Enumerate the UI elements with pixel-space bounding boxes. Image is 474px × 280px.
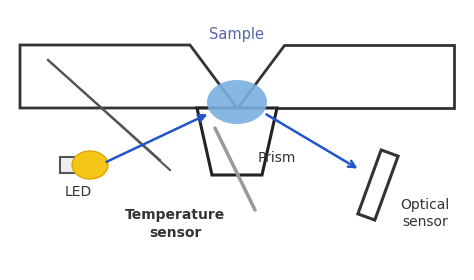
Text: Sample: Sample xyxy=(210,27,264,43)
Polygon shape xyxy=(237,45,454,108)
Text: Optical: Optical xyxy=(401,198,450,212)
Ellipse shape xyxy=(72,151,108,179)
Text: sensor: sensor xyxy=(149,226,201,240)
Polygon shape xyxy=(358,150,398,220)
Polygon shape xyxy=(20,45,237,108)
Text: LED: LED xyxy=(64,185,91,199)
Text: Temperature: Temperature xyxy=(125,208,225,222)
Ellipse shape xyxy=(207,80,267,124)
Polygon shape xyxy=(197,108,277,175)
Text: sensor: sensor xyxy=(402,215,448,229)
Polygon shape xyxy=(60,157,78,173)
Text: Prism: Prism xyxy=(258,151,296,165)
